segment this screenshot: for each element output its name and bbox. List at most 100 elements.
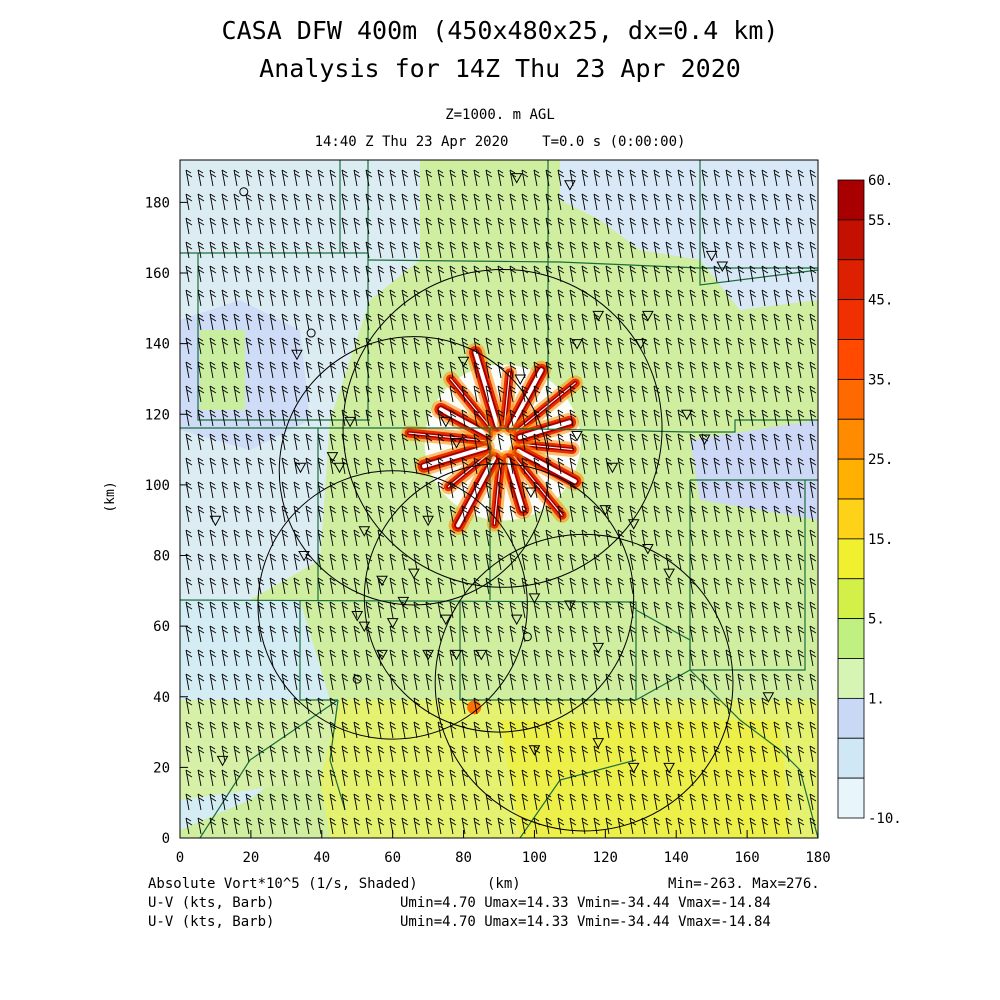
- wind-barb: [533, 769, 541, 787]
- wind-barb: [557, 769, 565, 787]
- wind-barb: [677, 625, 685, 643]
- wind-barb: [533, 169, 541, 187]
- wind-barb: [497, 673, 505, 691]
- wind-barb: [365, 385, 373, 403]
- wind-barb: [293, 169, 301, 187]
- wind-barb: [761, 529, 769, 547]
- wind-barb: [713, 769, 721, 787]
- wind-barb: [221, 817, 229, 835]
- wind-barb: [581, 481, 589, 499]
- wind-barb: [413, 265, 421, 283]
- colorbar-label: 15.: [868, 532, 893, 548]
- wind-barb: [725, 313, 733, 331]
- wind-barb: [461, 385, 469, 403]
- wind-barb: [449, 193, 457, 211]
- wind-barb: [689, 457, 697, 475]
- station-circle-marker: [306, 328, 316, 338]
- wind-barb: [677, 601, 685, 619]
- wind-barb: [389, 553, 397, 571]
- wind-barb: [605, 217, 613, 235]
- wind-barb: [593, 241, 601, 259]
- station-marker: [326, 452, 339, 463]
- wind-barb: [221, 385, 229, 403]
- station-marker: [642, 310, 654, 322]
- wind-barb: [221, 505, 229, 523]
- wind-barb: [269, 769, 277, 787]
- wind-barb: [749, 649, 757, 667]
- wind-barb: [749, 481, 757, 499]
- wind-barb: [437, 289, 445, 307]
- wind-barb: [749, 313, 757, 331]
- wind-barb: [737, 601, 745, 619]
- wind-barb: [281, 169, 289, 187]
- wind-barb: [473, 529, 481, 547]
- wind-barb: [473, 385, 481, 403]
- wind-barb: [389, 241, 397, 259]
- wind-barb: [245, 673, 253, 691]
- wind-barb: [641, 505, 649, 523]
- wind-barb: [713, 241, 721, 259]
- wind-barb: [701, 217, 709, 235]
- wind-barb: [605, 721, 613, 739]
- wind-barb: [341, 217, 349, 235]
- wind-barb: [713, 625, 721, 643]
- wind-barb: [557, 721, 565, 739]
- wind-barb: [641, 553, 649, 571]
- wind-barb: [653, 577, 661, 595]
- wind-barb: [521, 217, 529, 235]
- wind-barb: [365, 241, 373, 259]
- wind-barb: [281, 193, 289, 211]
- wind-barb: [533, 553, 541, 571]
- wind-barb: [413, 193, 421, 211]
- wind-barb: [665, 697, 673, 715]
- wind-barb: [221, 553, 229, 571]
- wind-barb: [689, 745, 697, 763]
- wind-barb: [521, 673, 529, 691]
- wind-barb: [281, 577, 289, 595]
- wind-barb: [581, 745, 589, 763]
- vortex-petal-center: [422, 445, 488, 469]
- wind-barb: [749, 265, 757, 283]
- wind-barb: [773, 817, 781, 835]
- wind-barb: [377, 721, 385, 739]
- wind-barb: [533, 265, 541, 283]
- wind-barb: [401, 697, 409, 715]
- wind-barb: [557, 553, 565, 571]
- wind-barb: [713, 745, 721, 763]
- wind-barb: [221, 313, 229, 331]
- wind-barb: [677, 169, 685, 187]
- wind-barb: [317, 385, 325, 403]
- wind-barb: [749, 169, 757, 187]
- wind-barb: [413, 817, 421, 835]
- station-marker: [510, 614, 523, 626]
- wind-barb: [485, 625, 493, 643]
- wind-barb: [269, 409, 277, 427]
- wind-barb: [341, 241, 349, 259]
- range-ring: [342, 268, 663, 588]
- wind-barb: [677, 385, 685, 403]
- wind-barb: [641, 649, 649, 667]
- wind-barb: [329, 553, 337, 571]
- wind-barb: [737, 745, 745, 763]
- wind-barb: [257, 745, 265, 763]
- wind-barb: [761, 577, 769, 595]
- wind-barb: [437, 169, 445, 187]
- barb-stats-2: Umin=4.70 Umax=14.33 Vmin=-34.44 Vmax=-1…: [400, 914, 771, 930]
- county-boundaries: [180, 160, 818, 838]
- vortex-petal-center: [493, 459, 502, 525]
- wind-barb: [509, 265, 517, 283]
- wind-barb: [785, 193, 793, 211]
- wind-barb: [737, 721, 745, 739]
- wind-barb: [665, 721, 673, 739]
- x-tick-label: 0: [176, 850, 184, 866]
- wind-barb: [317, 217, 325, 235]
- wind-barb: [533, 241, 541, 259]
- county-line: [180, 419, 818, 433]
- wind-barb: [269, 481, 277, 499]
- wind-barb: [749, 601, 757, 619]
- wind-barb: [569, 697, 577, 715]
- wind-barb: [221, 673, 229, 691]
- wind-barb: [245, 457, 253, 475]
- colorbar-segment: [837, 339, 865, 380]
- wind-barb: [389, 433, 397, 451]
